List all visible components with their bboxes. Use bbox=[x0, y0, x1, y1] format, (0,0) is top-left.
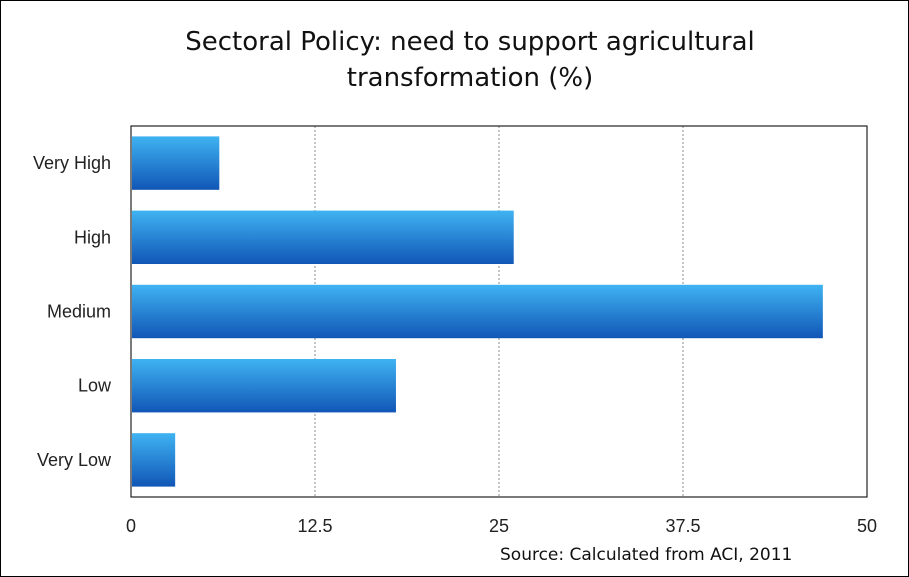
bar-very-high bbox=[132, 136, 220, 190]
category-labels: Very High High Medium Low Very Low bbox=[33, 153, 112, 470]
category-label: High bbox=[74, 227, 111, 247]
bars bbox=[132, 136, 823, 487]
bar-very-low bbox=[132, 433, 176, 487]
chart-title: Sectoral Policy: need to support agricul… bbox=[120, 24, 820, 96]
bar-medium bbox=[132, 284, 823, 339]
x-tick-label: 50 bbox=[857, 516, 877, 536]
bar-low bbox=[132, 358, 396, 413]
chart-title-line-2: transformation (%) bbox=[346, 63, 594, 93]
plot-area-border bbox=[130, 125, 868, 498]
x-tick-label: 37.5 bbox=[665, 516, 700, 536]
source-note: Source: Calculated from ACI, 2011 bbox=[500, 545, 793, 565]
x-tick-label: 0 bbox=[126, 516, 136, 536]
category-label: Very Low bbox=[37, 450, 112, 470]
x-tick-label: 25 bbox=[489, 516, 509, 536]
category-label: Medium bbox=[47, 302, 111, 322]
category-label: Very High bbox=[33, 153, 111, 173]
x-tick-labels: 0 12.5 25 37.5 50 bbox=[126, 516, 877, 536]
chart-title-line-1: Sectoral Policy: need to support agricul… bbox=[185, 27, 755, 57]
category-label: Low bbox=[78, 376, 112, 396]
bar-high bbox=[132, 210, 514, 265]
x-tick-label: 12.5 bbox=[297, 516, 332, 536]
